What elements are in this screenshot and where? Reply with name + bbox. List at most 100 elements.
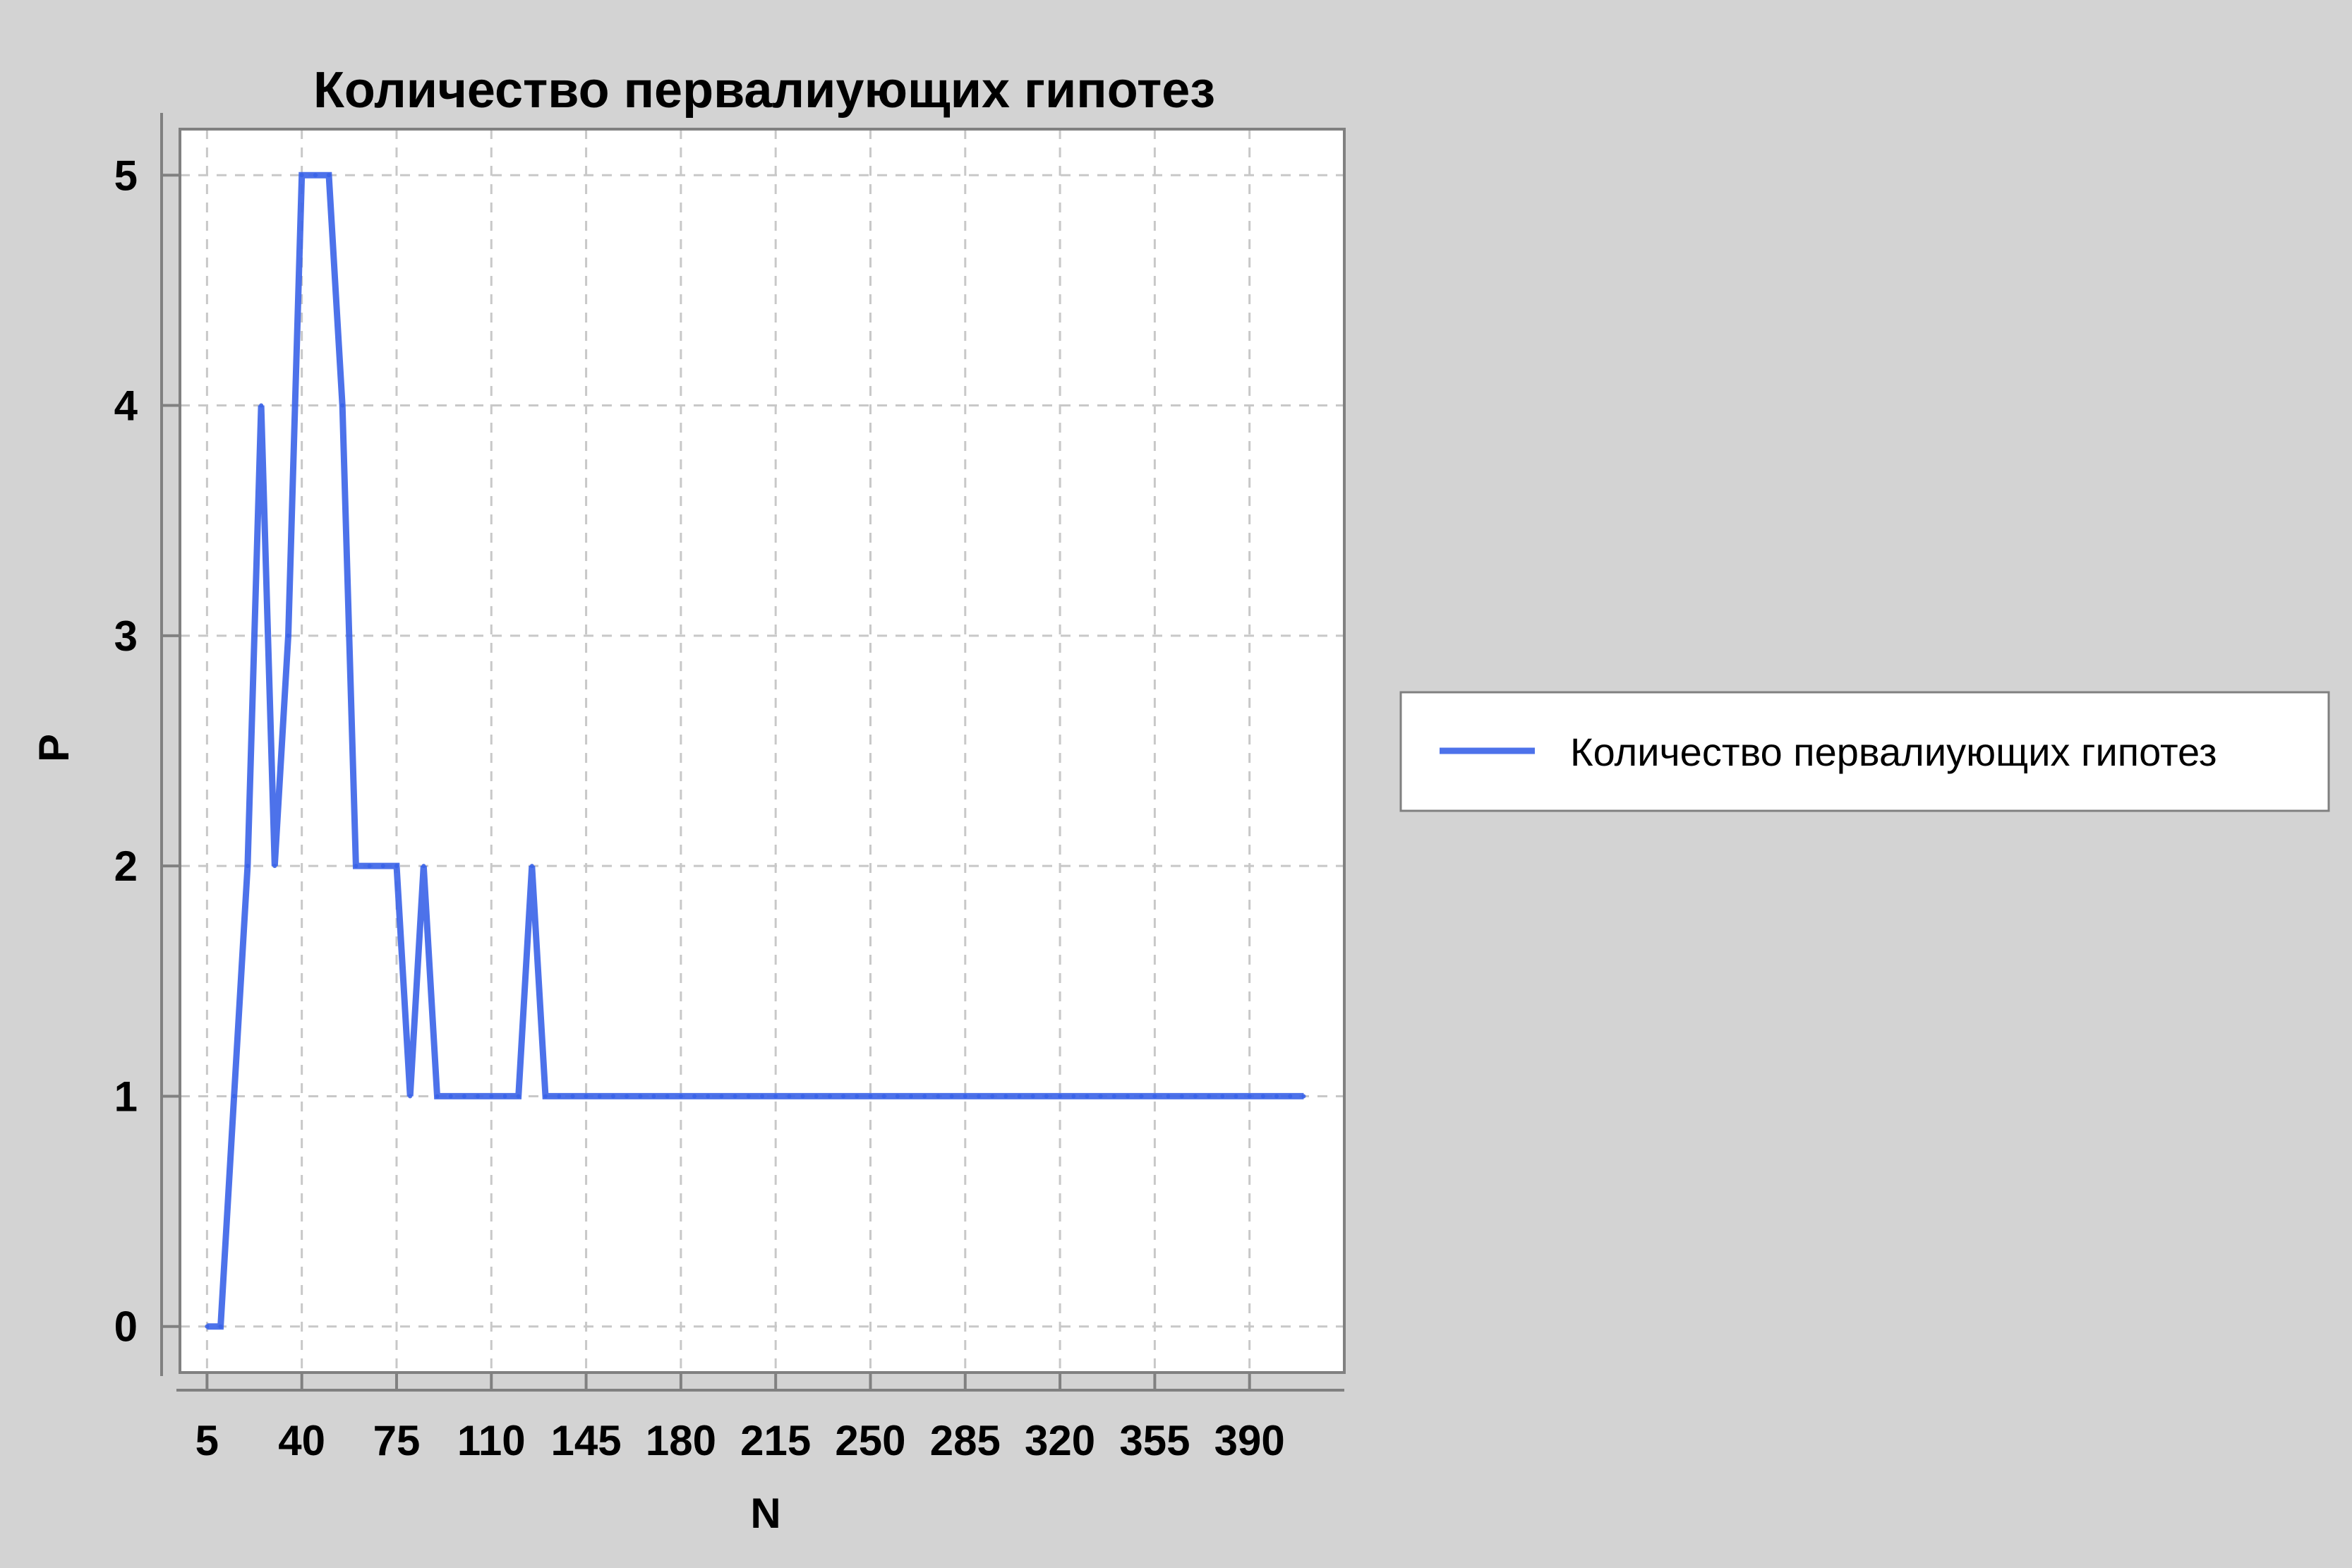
grid: [180, 129, 1344, 1373]
data-point: [1003, 1094, 1008, 1099]
y-tick-label: 3: [114, 613, 138, 660]
data-point: [800, 1094, 805, 1099]
x-tick-label: 250: [835, 1417, 905, 1464]
data-point: [313, 173, 318, 178]
data-point: [408, 1094, 413, 1099]
data-point: [231, 1094, 236, 1099]
y-tick-label: 4: [114, 382, 138, 430]
data-point: [543, 1094, 548, 1099]
plot-area: [180, 129, 1344, 1373]
x-axis-label: N: [750, 1490, 780, 1537]
y-tick-label: 2: [114, 843, 138, 890]
y-tick-label: 1: [114, 1073, 138, 1120]
plot-border: [179, 128, 1346, 1374]
data-point: [760, 1094, 764, 1099]
data-point: [1030, 1094, 1035, 1099]
data-point: [895, 1094, 900, 1099]
data-point: [354, 864, 358, 869]
data-point: [1193, 1094, 1198, 1099]
y-tick-label: 5: [114, 152, 138, 199]
data-point: [1288, 1094, 1293, 1099]
data-point: [732, 1094, 737, 1099]
legend-box: [1399, 691, 2330, 812]
data-point: [610, 1094, 615, 1099]
x-tick-label: 5: [195, 1417, 219, 1464]
data-point: [462, 1094, 466, 1099]
data-point: [881, 1094, 886, 1099]
data-point: [706, 1094, 711, 1099]
data-point: [557, 1094, 562, 1099]
x-tick-label: 320: [1025, 1417, 1095, 1464]
data-point: [1301, 1094, 1306, 1099]
x-tick-label: 180: [646, 1417, 716, 1464]
data-point: [1126, 1094, 1130, 1099]
data-point: [327, 173, 332, 178]
data-point: [205, 1324, 210, 1329]
data-point: [827, 1094, 832, 1099]
data-point: [448, 1094, 453, 1099]
data-point: [665, 1094, 670, 1099]
data-point: [1247, 1094, 1252, 1099]
data-point: [1152, 1094, 1157, 1099]
data-point: [678, 1094, 683, 1099]
data-point: [476, 1094, 481, 1099]
data-point: [1017, 1094, 1022, 1099]
data-point: [299, 173, 304, 178]
y-tick-label: 0: [114, 1303, 138, 1351]
legend-label: Количество первалиующих гипотез: [1570, 730, 2217, 774]
x-tick-label: 215: [740, 1417, 811, 1464]
data-point: [1085, 1094, 1090, 1099]
x-tick-label: 285: [930, 1417, 1001, 1464]
data-point: [1071, 1094, 1076, 1099]
data-point: [963, 1094, 967, 1099]
x-tick-label: 110: [457, 1417, 526, 1464]
data-point: [1098, 1094, 1103, 1099]
data-point: [1044, 1094, 1049, 1099]
data-point: [1179, 1094, 1184, 1099]
data-point: [1058, 1094, 1063, 1099]
data-point: [529, 864, 534, 869]
data-point: [597, 1094, 602, 1099]
x-tick-label: 355: [1119, 1417, 1190, 1464]
data-point: [787, 1094, 792, 1099]
data-point: [841, 1094, 846, 1099]
data-point: [936, 1094, 941, 1099]
data-point: [746, 1094, 751, 1099]
data-point: [1139, 1094, 1144, 1099]
x-tick-label: 145: [551, 1417, 622, 1464]
data-point: [245, 864, 250, 869]
data-point: [286, 633, 291, 638]
data-point: [773, 1094, 778, 1099]
data-point: [625, 1094, 629, 1099]
data-point: [502, 1094, 507, 1099]
data-point: [1234, 1094, 1238, 1099]
series: [205, 171, 1306, 1330]
data-point: [651, 1094, 656, 1099]
data-point: [1260, 1094, 1265, 1099]
data-point: [1274, 1094, 1279, 1099]
data-point: [638, 1094, 643, 1099]
data-point: [259, 403, 264, 408]
data-point: [868, 1094, 873, 1099]
data-point: [719, 1094, 724, 1099]
x-tick-label: 40: [278, 1417, 325, 1464]
series-line: [207, 171, 1304, 1330]
y-axis-label: P: [30, 734, 78, 762]
data-point: [380, 864, 385, 869]
x-tick-label: 390: [1214, 1417, 1285, 1464]
data-point: [855, 1094, 860, 1099]
data-point: [584, 1094, 589, 1099]
data-point: [421, 864, 426, 869]
data-point: [394, 864, 399, 869]
data-point: [922, 1094, 927, 1099]
data-point: [814, 1094, 819, 1099]
x-ticks: 5 40 75 110 145 180 215 250 285 320 355 390: [195, 1373, 1285, 1464]
x-tick-label: 75: [373, 1417, 421, 1464]
data-point: [692, 1094, 697, 1099]
data-point: [272, 864, 277, 869]
data-point: [909, 1094, 914, 1099]
data-point: [1166, 1094, 1171, 1099]
data-point: [990, 1094, 995, 1099]
data-point: [340, 403, 345, 408]
